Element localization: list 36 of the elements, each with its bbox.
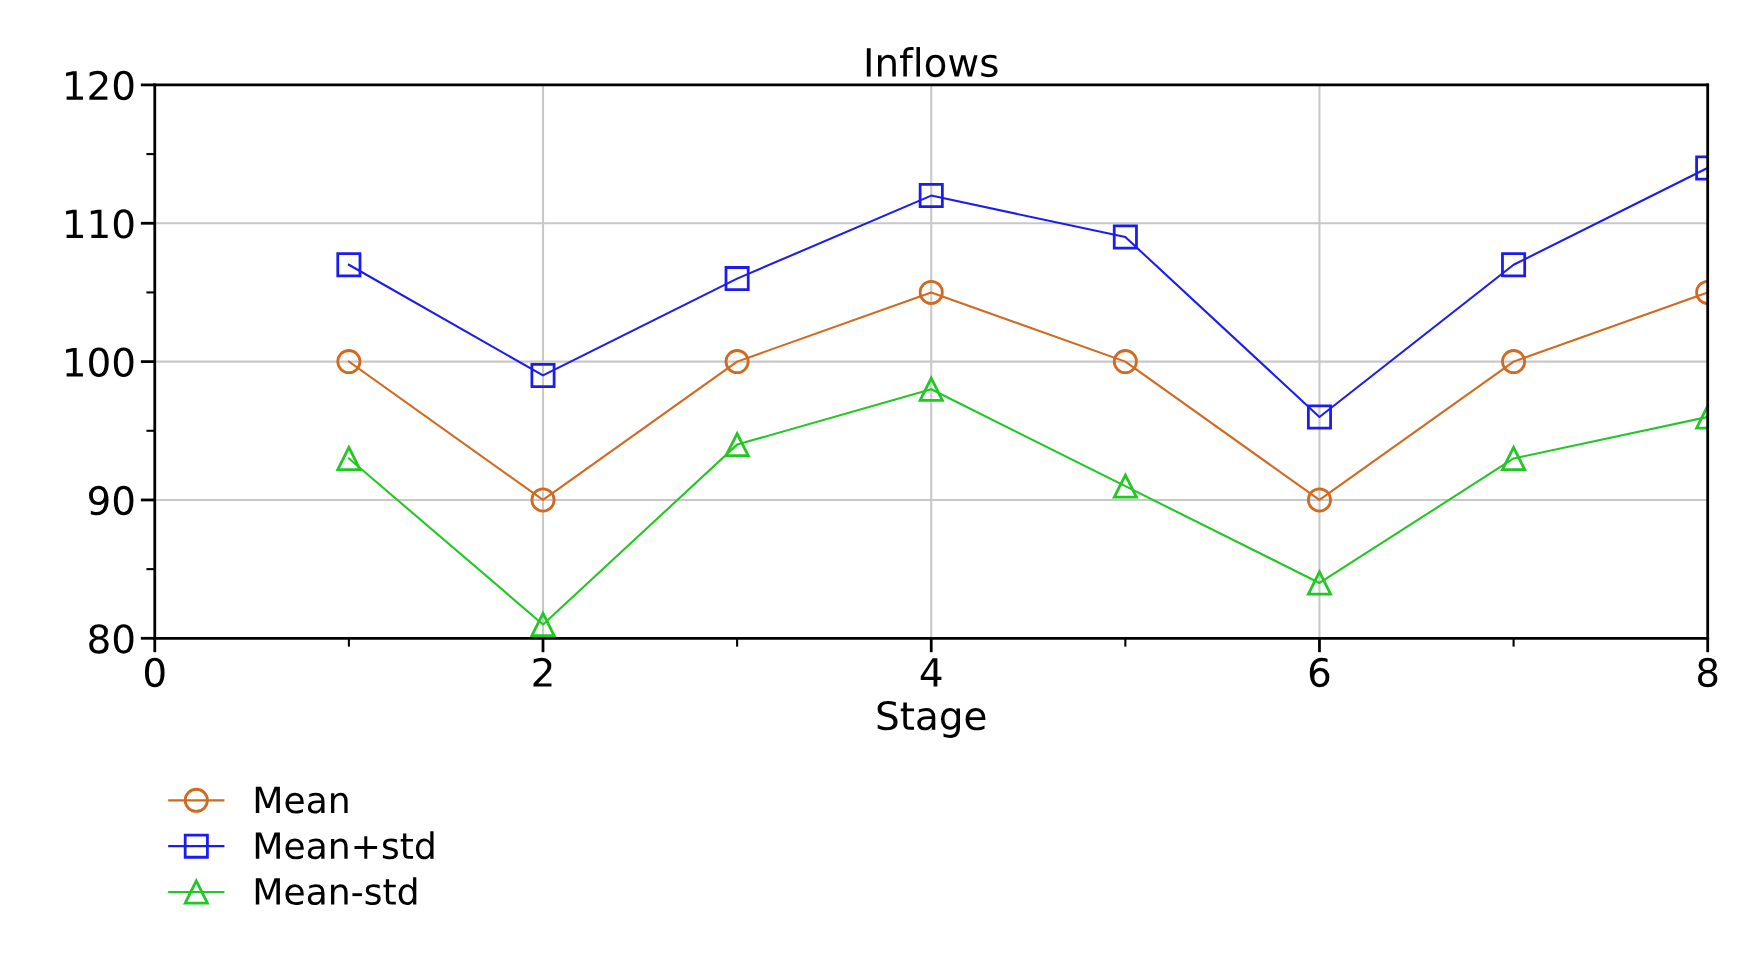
y-tick-label: 80	[89, 624, 134, 654]
x-tick-label: 4	[920, 658, 942, 687]
point	[724, 432, 750, 458]
point	[1501, 349, 1527, 375]
point	[530, 487, 556, 513]
point	[918, 376, 944, 402]
point	[918, 279, 944, 305]
point	[1112, 473, 1138, 499]
point	[1306, 570, 1332, 596]
point	[724, 266, 750, 292]
legend-label: Mean+std	[255, 831, 434, 860]
point	[1306, 487, 1332, 513]
point	[1306, 404, 1332, 430]
point	[1112, 224, 1138, 250]
point	[530, 611, 556, 637]
x-tick-label: 2	[533, 657, 552, 687]
x-tick-label: 0	[144, 657, 165, 688]
point	[336, 252, 362, 278]
point	[530, 362, 556, 388]
y-tick-label: 90	[88, 485, 134, 516]
point	[1112, 349, 1138, 375]
x-axis-title: Stage	[877, 700, 986, 738]
chart-title: Inflows	[866, 47, 998, 78]
y-tick-label: 100	[66, 347, 134, 377]
point	[336, 349, 362, 375]
legend-label: Mean-std	[255, 877, 417, 906]
x-tick-label: 8	[1697, 657, 1718, 688]
point	[336, 445, 362, 471]
legend-label: Mean	[255, 786, 348, 814]
x-tick-label: 6	[1309, 657, 1330, 688]
point	[918, 183, 944, 209]
y-tick-label: 120	[66, 70, 134, 101]
point	[1501, 252, 1527, 278]
point	[1501, 445, 1527, 471]
y-tick-label: 110	[66, 209, 134, 239]
point	[724, 349, 750, 375]
